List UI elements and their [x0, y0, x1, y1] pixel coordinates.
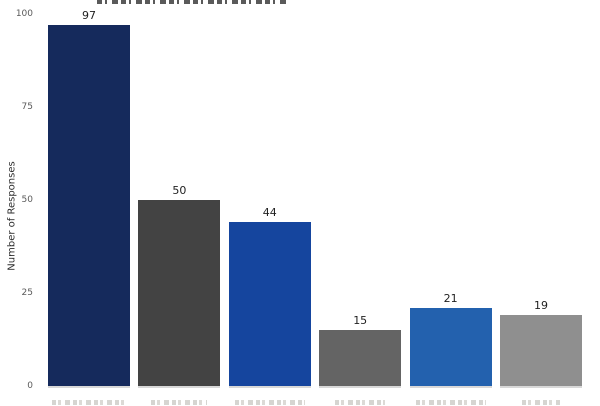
y-tick-label: 75: [21, 102, 33, 112]
bar-value-label: 21: [443, 291, 458, 305]
clipped-x-label: [234, 400, 305, 405]
y-tick-label: 25: [21, 288, 33, 298]
bar: [138, 200, 221, 386]
clipped-x-label: [52, 400, 126, 405]
bar: [228, 222, 311, 386]
bar-value-label: 50: [172, 184, 187, 197]
bar: [48, 25, 130, 386]
y-tick-label: 100: [15, 9, 33, 19]
bar: [409, 307, 492, 386]
bar-value-label: 19: [534, 299, 548, 313]
clipped-x-label: [415, 400, 486, 405]
bar-value-label: 15: [353, 314, 368, 328]
clipped-x-label: [151, 400, 208, 405]
bar: [500, 315, 582, 386]
clipped-chart-title: [97, 0, 287, 4]
clipped-x-label: [522, 400, 560, 405]
y-tick-label: 0: [27, 381, 33, 391]
bar-value-label: 44: [262, 206, 277, 220]
y-tick-label: 50: [21, 195, 33, 205]
bar: [319, 330, 402, 386]
bar-value-label: 97: [82, 9, 96, 23]
y-axis-label: Number of Responses: [6, 161, 18, 271]
clipped-x-label: [335, 400, 386, 405]
